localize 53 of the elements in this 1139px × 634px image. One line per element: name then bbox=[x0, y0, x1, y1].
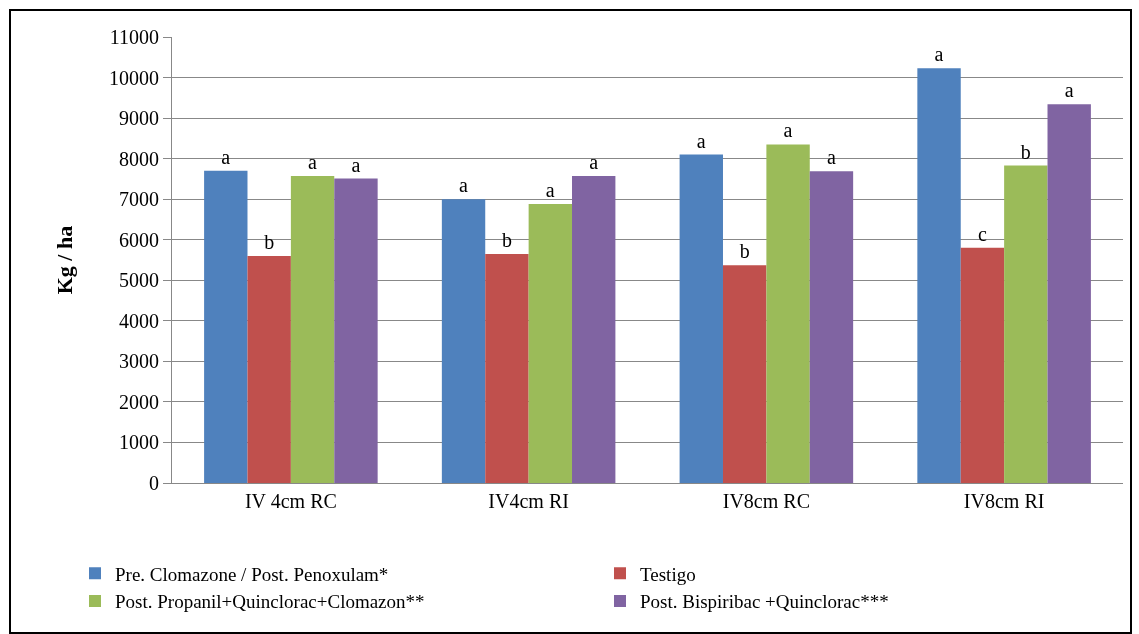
bar bbox=[528, 204, 573, 483]
legend-label: Post. Propanil+Quinclorac+Clomazon** bbox=[115, 591, 425, 613]
y-tick-label: 0 bbox=[149, 472, 159, 494]
bar bbox=[917, 68, 961, 483]
y-tick-label: 11000 bbox=[109, 26, 159, 48]
bar bbox=[441, 199, 486, 483]
data-label: b bbox=[264, 230, 275, 253]
data-label: c bbox=[977, 222, 987, 245]
y-tick-label: 2000 bbox=[119, 390, 159, 413]
data-label: a bbox=[1064, 79, 1074, 102]
data-label: a bbox=[696, 129, 706, 152]
y-tick-label: 5000 bbox=[119, 269, 159, 292]
data-label: a bbox=[221, 145, 231, 168]
bar bbox=[1004, 165, 1048, 483]
data-label: b bbox=[501, 228, 512, 251]
x-tick-label: IV 4cm RC bbox=[244, 490, 337, 512]
bar bbox=[290, 176, 335, 483]
legend-label: Post. Bispiribac +Quinclorac*** bbox=[640, 591, 889, 613]
bar bbox=[334, 178, 378, 483]
bar bbox=[679, 154, 723, 483]
y-tick-label: 10000 bbox=[109, 66, 159, 89]
bar bbox=[204, 170, 248, 483]
legend-label: Testigo bbox=[640, 563, 696, 585]
bar bbox=[960, 247, 1005, 483]
bar bbox=[485, 253, 529, 483]
x-tick-label: IV4cm RI bbox=[488, 490, 569, 512]
y-tick-label: 7000 bbox=[119, 188, 159, 211]
data-label: a bbox=[783, 119, 793, 142]
data-label: a bbox=[308, 151, 318, 174]
y-axis-title: Kg / ha bbox=[51, 225, 77, 295]
data-label: a bbox=[589, 151, 599, 174]
y-tick-label: 9000 bbox=[119, 107, 159, 130]
data-label: b bbox=[1020, 140, 1031, 163]
data-label: a bbox=[459, 174, 469, 197]
data-label: a bbox=[545, 179, 555, 202]
bar bbox=[766, 144, 810, 483]
x-tick-label: IV8cm RI bbox=[963, 490, 1045, 512]
y-tick-label: 3000 bbox=[119, 350, 159, 373]
bar bbox=[809, 171, 854, 483]
data-label: b bbox=[739, 240, 750, 263]
x-tick-label: IV8cm RC bbox=[722, 490, 810, 512]
y-tick-label: 8000 bbox=[119, 147, 159, 170]
y-tick-label: 6000 bbox=[119, 228, 159, 251]
data-label: a bbox=[351, 153, 361, 176]
bar bbox=[1047, 104, 1091, 483]
bar bbox=[572, 176, 616, 483]
legend-label: Pre. Clomazone / Post. Penoxulam* bbox=[115, 563, 389, 585]
y-tick-label: 1000 bbox=[119, 431, 159, 454]
y-tick-label: 4000 bbox=[119, 309, 159, 332]
bar bbox=[247, 255, 291, 483]
data-label: a bbox=[934, 43, 944, 66]
data-label: a bbox=[826, 146, 836, 169]
bar bbox=[722, 265, 767, 483]
